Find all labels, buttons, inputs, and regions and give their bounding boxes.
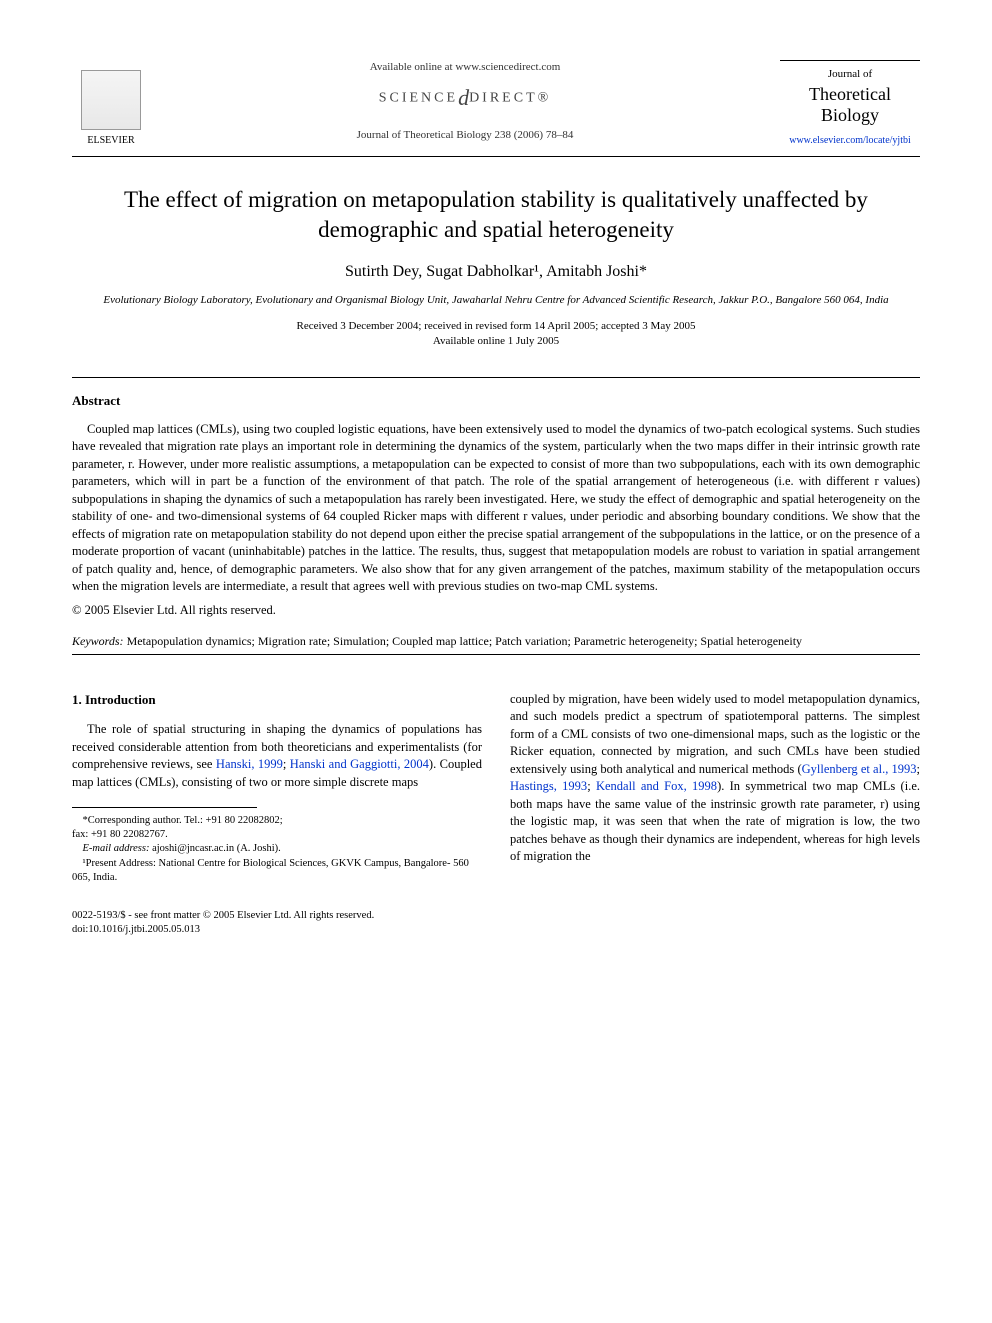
abstract-top-divider: [72, 377, 920, 378]
issn-line: 0022-5193/$ - see front matter © 2005 El…: [72, 909, 920, 923]
abstract-text-content: Coupled map lattices (CMLs), using two c…: [72, 422, 920, 594]
elsevier-label: ELSEVIER: [87, 134, 134, 148]
column-left: 1. Introduction The role of spatial stru…: [72, 691, 482, 885]
present-address-text: ¹Present Address: National Centre for Bi…: [72, 858, 469, 883]
doi-line: doi:10.1016/j.jtbi.2005.05.013: [72, 923, 920, 937]
col1-sep-1: ;: [283, 757, 290, 771]
elsevier-tree-icon: [81, 70, 141, 130]
intro-paragraph-left: The role of spatial structuring in shapi…: [72, 721, 482, 791]
email-label: E-mail address:: [83, 843, 150, 854]
citation-hastings-1993[interactable]: Hastings, 1993: [510, 779, 587, 793]
email-value: ajoshi@jncasr.ac.in (A. Joshi).: [149, 843, 280, 854]
col2-sep-2: ;: [587, 779, 596, 793]
elsevier-logo: ELSEVIER: [72, 60, 150, 148]
column-right: coupled by migration, have been widely u…: [510, 691, 920, 885]
corr-author-tel: *Corresponding author. Tel.: +91 80 2208…: [83, 815, 283, 826]
article-dates: Received 3 December 2004; received in re…: [72, 319, 920, 350]
journal-name-main: Theoretical Biology: [780, 84, 920, 125]
keywords-line: Keywords: Metapopulation dynamics; Migra…: [72, 633, 920, 650]
journal-title-box: Journal of Theoretical Biology www.elsev…: [780, 60, 920, 148]
abstract-heading: Abstract: [72, 392, 920, 410]
sd-at-icon: d: [458, 85, 469, 110]
introduction-heading: 1. Introduction: [72, 691, 482, 709]
intro-paragraph-right: coupled by migration, have been widely u…: [510, 691, 920, 866]
dates-line-2: Available online 1 July 2005: [433, 335, 559, 347]
abstract-bottom-divider: [72, 654, 920, 655]
citation-kendall-fox-1998[interactable]: Kendall and Fox, 1998: [596, 779, 717, 793]
dates-line-1: Received 3 December 2004; received in re…: [297, 320, 696, 332]
citation-hanski-1999[interactable]: Hanski, 1999: [216, 757, 283, 771]
corr-author-fax: fax: +91 80 22082767.: [72, 829, 168, 840]
sd-word2: DIRECT®: [469, 91, 551, 106]
journal-name-line1: Theoretical: [809, 84, 891, 104]
author-list: Sutirth Dey, Sugat Dabholkar¹, Amitabh J…: [72, 261, 920, 283]
page-footer: 0022-5193/$ - see front matter © 2005 El…: [72, 909, 920, 936]
journal-name-prefix: Journal of: [780, 67, 920, 82]
page-header: ELSEVIER Available online at www.science…: [72, 60, 920, 148]
article-title: The effect of migration on metapopulatio…: [72, 185, 920, 245]
citation-hanski-gaggiotti-2004[interactable]: Hanski and Gaggiotti, 2004: [290, 757, 429, 771]
copyright-line: © 2005 Elsevier Ltd. All rights reserved…: [72, 602, 920, 620]
present-address-note: ¹Present Address: National Centre for Bi…: [72, 857, 482, 885]
header-center: Available online at www.sciencedirect.co…: [150, 60, 780, 144]
abstract-body: Coupled map lattices (CMLs), using two c…: [72, 421, 920, 596]
body-columns: 1. Introduction The role of spatial stru…: [72, 691, 920, 885]
available-online-text: Available online at www.sciencedirect.co…: [166, 60, 764, 75]
journal-name-line2: Biology: [821, 105, 879, 125]
col2-sep-1: ;: [917, 762, 920, 776]
science-direct-logo: SCIENCEdDIRECT®: [166, 83, 764, 114]
keywords-text: Metapopulation dynamics; Migration rate;…: [124, 634, 802, 648]
keywords-label: Keywords:: [72, 634, 124, 648]
header-divider: [72, 156, 920, 157]
sd-word1: SCIENCE: [379, 91, 458, 106]
affiliation-text: Evolutionary Biology Laboratory, Evoluti…: [72, 293, 920, 308]
journal-reference: Journal of Theoretical Biology 238 (2006…: [166, 128, 764, 143]
footnote-divider: [72, 807, 257, 808]
corresponding-author-note: *Corresponding author. Tel.: +91 80 2208…: [72, 814, 482, 842]
citation-gyllenberg-1993[interactable]: Gyllenberg et al., 1993: [802, 762, 917, 776]
email-note: E-mail address: ajoshi@jncasr.ac.in (A. …: [72, 842, 482, 856]
journal-url-link[interactable]: www.elsevier.com/locate/yjtbi: [780, 134, 920, 148]
